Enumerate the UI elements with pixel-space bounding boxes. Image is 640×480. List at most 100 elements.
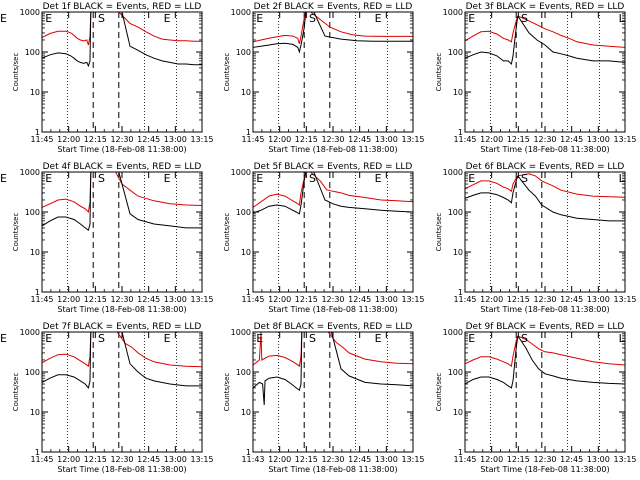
y-tick-label: 1000 (231, 8, 251, 17)
series-events-line (121, 332, 202, 387)
x-tick-label: 11:45 (30, 135, 53, 144)
series-lld-line (517, 335, 625, 366)
x-tick-label: 12:45 (137, 455, 160, 464)
phase-marker: E (164, 12, 171, 25)
series-lld-line (517, 173, 625, 198)
panel-title: Det 3f BLACK = Events, RED = LLD (466, 2, 625, 12)
y-axis-label: Counts/sec (223, 213, 231, 252)
y-tick-label: 100 (236, 368, 251, 377)
x-axis-label: Start Time (18-Feb-08 11:38:00) (480, 305, 609, 314)
x-tick-label: 12:15 (295, 295, 318, 304)
phase-marker: E (256, 12, 263, 25)
x-tick-label: 13:15 (190, 135, 213, 144)
y-tick-label: 10 (453, 408, 463, 417)
x-tick-label: 13:00 (375, 455, 398, 464)
x-tick-label: 13:15 (613, 455, 636, 464)
panel-series (253, 172, 413, 215)
panel-det-8: Det 8f BLACK = Events, RED = LLD 1 10 100 10… (223, 322, 425, 474)
series-lld-line (42, 172, 92, 214)
series-lld-line (253, 332, 303, 368)
x-tick-label: 12:15 (507, 135, 530, 144)
panel-det-6: Det 6f BLACK = Events, RED = LLD 1 10 100 10… (0, 162, 637, 314)
phase-marker: E (45, 332, 52, 345)
y-tick-label: 100 (448, 208, 463, 217)
phase-marker: S (309, 172, 316, 185)
series-events-line (465, 15, 519, 65)
y-tick-label: 1 (35, 448, 40, 457)
x-tick-label: 13:00 (587, 455, 610, 464)
x-tick-label: 12:00 (480, 455, 503, 464)
y-tick-label: 1000 (20, 328, 40, 337)
panel-det-2: Det 2f BLACK = Events, RED = LLD 1 10 100 10… (223, 2, 425, 154)
series-lld-line (253, 172, 307, 208)
x-tick-label: 12:15 (84, 455, 107, 464)
phase-marker: E (375, 12, 382, 25)
x-tick-label: 12:45 (348, 135, 371, 144)
phase-marker: L (619, 332, 626, 345)
panel-det-3: Det 3f BLACK = Events, RED = LLD 1 10 100 10… (0, 2, 637, 154)
y-tick-label: 1000 (443, 168, 463, 177)
y-tick-label: 10 (453, 248, 463, 257)
panel-title: Det 8f BLACK = Events, RED = LLD (254, 322, 413, 332)
x-tick-label: 12:30 (533, 455, 556, 464)
y-tick-label: 1000 (443, 328, 463, 337)
x-tick-label: 12:15 (295, 135, 318, 144)
y-tick-label: 10 (30, 248, 40, 257)
x-tick-label: 12:45 (348, 455, 371, 464)
y-tick-label: 100 (236, 208, 251, 217)
x-tick-label: 12:00 (57, 295, 80, 304)
panel-series (465, 15, 625, 65)
y-tick-label: 100 (448, 368, 463, 377)
phase-marker: L (619, 12, 626, 25)
x-tick-label: 13:15 (401, 135, 424, 144)
series-events-line (465, 175, 519, 204)
panel-title: Det 9f BLACK = Events, RED = LLD (466, 322, 625, 332)
y-tick-label: 100 (236, 48, 251, 57)
phase-marker: S (98, 172, 105, 185)
panel-series (42, 332, 202, 390)
series-events-line (42, 172, 92, 232)
x-tick-label: 12:00 (57, 135, 80, 144)
x-axis-label: Start Time (18-Feb-08 11:38:00) (480, 465, 609, 474)
panel-series (42, 12, 202, 68)
panel-title: Det 4f BLACK = Events, RED = LLD (43, 162, 202, 172)
y-tick-label: 1 (35, 128, 40, 137)
phase-marker: S (98, 332, 105, 345)
panel-series (465, 173, 625, 222)
phase-marker: S (309, 332, 316, 345)
phase-marker: E (164, 332, 171, 345)
phase-marker: S (521, 12, 528, 25)
x-tick-label: 13:15 (401, 455, 424, 464)
series-lld-line (517, 15, 625, 48)
y-tick-label: 10 (241, 88, 251, 97)
phase-marker: E (468, 172, 475, 185)
plot-frame (464, 171, 626, 293)
x-tick-label: 13:15 (190, 455, 213, 464)
series-lld-line (327, 332, 413, 365)
y-tick-label: 1000 (20, 168, 40, 177)
phase-marker: E (256, 172, 263, 185)
phase-marker: E (256, 332, 263, 345)
y-axis-label: Counts/sec (12, 213, 20, 252)
x-tick-label: 12:00 (268, 455, 291, 464)
series-lld-line (42, 12, 92, 46)
y-axis-label: Counts/sec (435, 213, 443, 252)
x-tick-label: 12:00 (480, 135, 503, 144)
panel-det-5: Det 5f BLACK = Events, RED = LLD 1 10 100 10… (223, 162, 425, 314)
series-events-line (42, 12, 92, 68)
series-lld-line (116, 332, 202, 368)
x-tick-label: 12:00 (268, 135, 291, 144)
y-tick-label: 100 (25, 48, 40, 57)
plot-frame (41, 331, 203, 453)
phase-marker: E (45, 172, 52, 185)
y-tick-label: 10 (30, 88, 40, 97)
plot-frame (464, 331, 626, 453)
x-axis-label: Start Time (18-Feb-08 11:38:00) (268, 145, 397, 154)
phase-marker: S (521, 172, 528, 185)
phase-marker: E (468, 332, 475, 345)
x-tick-label: 12:45 (348, 295, 371, 304)
x-tick-label: 12:15 (84, 135, 107, 144)
phase-marker: E (375, 172, 382, 185)
y-tick-label: 1 (246, 128, 251, 137)
